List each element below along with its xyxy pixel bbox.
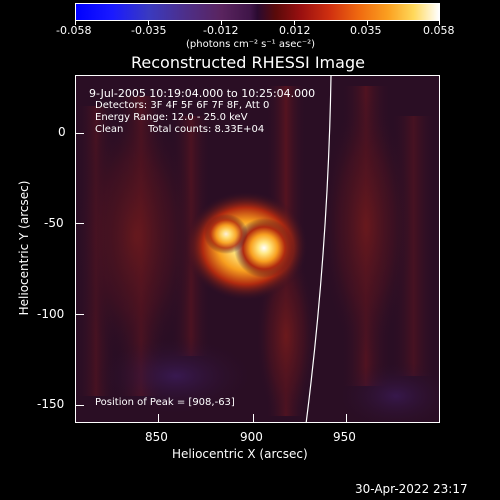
rhessi-image-canvas — [76, 76, 439, 422]
y-tick-label: -50 — [44, 216, 64, 230]
y-tick-mark — [76, 223, 84, 224]
colorbar-unit-label: (photons cm⁻² s⁻¹ asec⁻²) — [186, 39, 316, 50]
x-tick-mark — [158, 414, 159, 422]
x-tick-label: 900 — [240, 430, 263, 444]
x-tick-mark — [346, 414, 347, 422]
annotation-clean: Clean — [95, 124, 124, 135]
footer-timestamp: 30-Apr-2022 23:17 — [355, 482, 468, 496]
annotation-energy-range: Energy Range: 12.0 - 25.0 keV — [95, 112, 248, 123]
solar-limb-line — [305, 76, 332, 422]
colorbar-tick-label: -0.035 — [131, 24, 167, 37]
colorbar-tick — [75, 21, 76, 25]
rhessi-image: 9-Jul-2005 10:19:04.000 to 10:25:04.000 … — [75, 75, 440, 423]
colorbar-tick-label: 0.058 — [423, 24, 455, 37]
colorbar-gradient — [75, 3, 440, 21]
colorbar-tick-label: 0.035 — [350, 24, 382, 37]
colorbar-tick-label: -0.058 — [56, 24, 92, 37]
plot-title: Reconstructed RHESSI Image — [131, 53, 365, 72]
x-tick-label: 950 — [333, 430, 356, 444]
colorbar-tick-label: 0.012 — [279, 24, 311, 37]
colorbar-tick — [221, 21, 222, 25]
colorbar-tick — [439, 21, 440, 25]
y-tick-label: -150 — [37, 397, 65, 411]
annotation-time-range: 9-Jul-2005 10:19:04.000 to 10:25:04.000 — [89, 87, 316, 100]
colorbar-tick — [294, 21, 295, 25]
x-tick-mark — [253, 414, 254, 422]
annotation-total-counts: Total counts: 8.33E+04 — [148, 124, 265, 135]
annotation-peak-position: Position of Peak = [908,-63] — [95, 397, 235, 408]
colorbar-tick — [367, 21, 368, 25]
colorbar-tick — [148, 21, 149, 25]
y-tick-label: -100 — [37, 307, 65, 321]
y-tick-mark — [76, 314, 84, 315]
x-tick-label: 850 — [145, 430, 168, 444]
colorbar-tick-label: -0.012 — [203, 24, 239, 37]
y-tick-mark — [76, 133, 84, 134]
y-tick-label: 0 — [58, 125, 66, 139]
y-tick-mark — [76, 405, 84, 406]
annotation-detectors: Detectors: 3F 4F 5F 6F 7F 8F, Att 0 — [95, 100, 270, 111]
y-axis-label: Heliocentric Y (arcsec) — [17, 180, 31, 316]
x-axis-label: Heliocentric X (arcsec) — [172, 447, 308, 461]
